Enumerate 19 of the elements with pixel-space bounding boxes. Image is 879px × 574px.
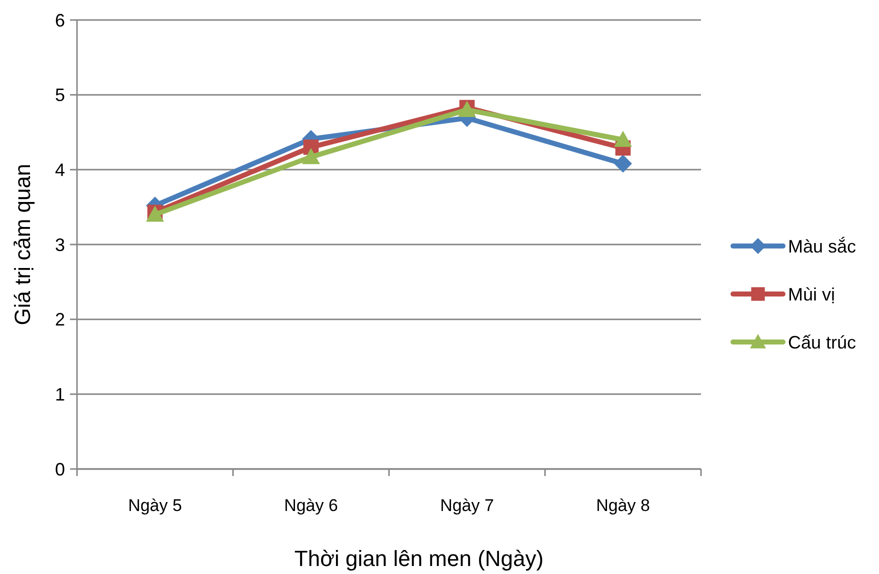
x-tick-label: Ngày 5 [128, 496, 182, 515]
y-axis-title: Giá trị cảm quan [10, 164, 35, 326]
y-tick-label: 3 [54, 234, 65, 255]
y-tick-label: 1 [54, 384, 65, 404]
x-tick-label: Ngày 6 [284, 496, 338, 515]
y-tick-label: 0 [54, 459, 65, 480]
point [302, 148, 320, 164]
legend-label: Màu sắc [788, 236, 856, 256]
x-tick-label: Ngày 7 [440, 496, 494, 515]
point [614, 154, 632, 173]
y-tick-label: 5 [54, 85, 65, 106]
y-tick-label: 6 [54, 10, 65, 30]
x-tick-label: Ngày 8 [596, 496, 650, 515]
x-axis-title: Thời gian lên men (Ngày) [294, 546, 544, 571]
legend-label: Mùi vị [788, 284, 836, 304]
point [614, 130, 632, 147]
y-tick-label: 2 [54, 310, 65, 330]
legend-label: Cấu trúc [788, 332, 856, 352]
y-tick-label: 4 [54, 160, 65, 180]
